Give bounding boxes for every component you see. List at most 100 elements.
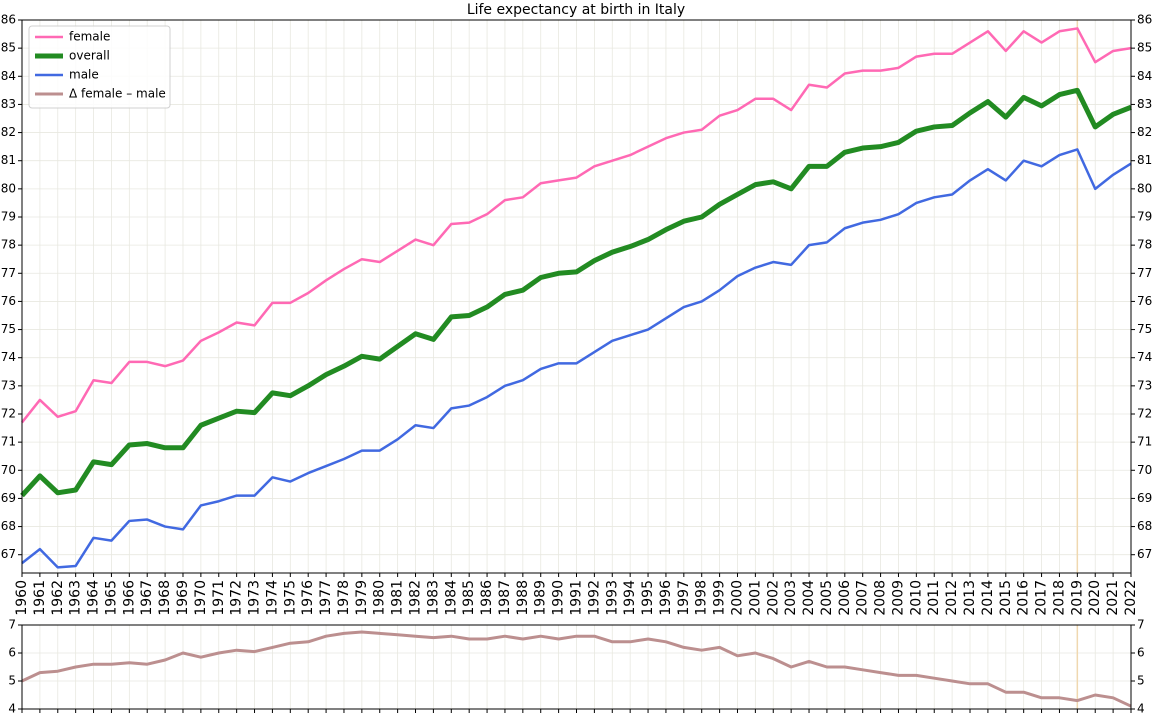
x-tick-label: 1970 bbox=[193, 580, 209, 616]
y-tick-label: 86 bbox=[1, 13, 16, 27]
x-tick-label: 1973 bbox=[247, 580, 263, 616]
x-tick-label: 1974 bbox=[264, 580, 280, 616]
x-tick-label: 2011 bbox=[926, 580, 942, 616]
y-tick-label: 70 bbox=[1, 463, 16, 477]
x-tick-label: 1979 bbox=[354, 580, 370, 616]
x-tick-label: 2014 bbox=[980, 580, 996, 616]
x-tick-label: 1984 bbox=[443, 580, 459, 616]
x-tick-label: 1998 bbox=[694, 580, 710, 616]
y-tick-label: 84 bbox=[1, 69, 16, 83]
x-tick-label: 2012 bbox=[944, 580, 960, 616]
x-tick-label: 1975 bbox=[282, 580, 298, 616]
x-tick-label: 1989 bbox=[533, 580, 549, 616]
y-tick-label-right: 5 bbox=[1137, 674, 1145, 688]
x-tick-label: 1965 bbox=[103, 580, 119, 616]
x-tick-label: 1987 bbox=[497, 580, 513, 616]
x-tick-label: 1982 bbox=[408, 580, 424, 616]
x-tick-label: 1964 bbox=[86, 580, 102, 616]
y-tick-label: 6 bbox=[8, 646, 16, 660]
series-line bbox=[21, 630, 1132, 708]
y-tick-label: 71 bbox=[1, 435, 16, 449]
y-tick-label: 69 bbox=[1, 491, 16, 505]
x-tick-label: 2021 bbox=[1105, 580, 1121, 616]
legend-label: female bbox=[69, 30, 110, 44]
x-tick-label: 1976 bbox=[300, 580, 316, 616]
x-tick-label: 1993 bbox=[604, 580, 620, 616]
y-tick-label-right: 78 bbox=[1137, 238, 1152, 252]
y-tick-label-right: 85 bbox=[1137, 41, 1152, 55]
x-tick-label: 1992 bbox=[586, 580, 602, 616]
y-tick-label-right: 80 bbox=[1137, 181, 1152, 195]
y-tick-label-right: 84 bbox=[1137, 69, 1152, 83]
chart-title: Life expectancy at birth in Italy bbox=[467, 2, 685, 18]
x-tick-label: 2000 bbox=[729, 580, 745, 616]
y-tick-label-right: 67 bbox=[1137, 547, 1152, 561]
x-tick-label: 1995 bbox=[640, 580, 656, 616]
x-tick-label: 1980 bbox=[372, 580, 388, 616]
y-tick-label: 79 bbox=[1, 209, 16, 223]
x-tick-label: 1994 bbox=[622, 580, 638, 616]
y-tick-label: 73 bbox=[1, 378, 16, 392]
x-tick-label: 2010 bbox=[908, 580, 924, 616]
y-tick-label-right: 82 bbox=[1137, 125, 1152, 139]
series-line bbox=[20, 87, 1132, 498]
x-tick-label: 2005 bbox=[819, 580, 835, 616]
legend-label: Δ female – male bbox=[69, 87, 166, 101]
y-tick-label-right: 6 bbox=[1137, 646, 1145, 660]
y-tick-label-right: 81 bbox=[1137, 153, 1152, 167]
plot-frame bbox=[21, 19, 1132, 574]
y-tick-label: 4 bbox=[8, 702, 16, 716]
x-tick-label: 1999 bbox=[712, 580, 728, 616]
x-tick-label: 2006 bbox=[837, 580, 853, 616]
x-tick-label: 2015 bbox=[998, 580, 1014, 616]
y-tick-label-right: 76 bbox=[1137, 294, 1152, 308]
y-tick-label: 72 bbox=[1, 406, 16, 420]
x-tick-label: 1977 bbox=[318, 580, 334, 616]
y-tick-label-right: 83 bbox=[1137, 97, 1152, 111]
x-tick-label: 1983 bbox=[425, 580, 441, 616]
x-tick-label: 1985 bbox=[461, 580, 477, 616]
legend-box bbox=[28, 25, 171, 109]
x-tick-label: 2008 bbox=[873, 580, 889, 616]
y-tick-label: 5 bbox=[8, 674, 16, 688]
series-line bbox=[21, 148, 1132, 569]
y-tick-label: 75 bbox=[1, 322, 16, 336]
x-tick-label: 1967 bbox=[139, 580, 155, 616]
x-tick-label: 1996 bbox=[658, 580, 674, 616]
y-tick-label: 68 bbox=[1, 519, 16, 533]
y-tick-label-right: 69 bbox=[1137, 491, 1152, 505]
x-tick-label: 1963 bbox=[68, 580, 84, 616]
x-tick-label: 1981 bbox=[390, 580, 406, 616]
y-tick-label-right: 4 bbox=[1137, 702, 1145, 716]
x-tick-label: 1971 bbox=[211, 580, 227, 616]
y-tick-label: 80 bbox=[1, 181, 16, 195]
y-tick-label: 7 bbox=[8, 618, 16, 632]
y-tick-label-right: 7 bbox=[1137, 618, 1145, 632]
x-tick-label: 1990 bbox=[551, 580, 567, 616]
legend-label: overall bbox=[69, 49, 110, 63]
x-tick-label: 1997 bbox=[676, 580, 692, 616]
x-tick-label: 1988 bbox=[515, 580, 531, 616]
x-tick-label: 1986 bbox=[479, 580, 495, 616]
y-tick-label: 81 bbox=[1, 153, 16, 167]
y-tick-label: 76 bbox=[1, 294, 16, 308]
y-tick-label: 82 bbox=[1, 125, 16, 139]
y-tick-label-right: 68 bbox=[1137, 519, 1152, 533]
x-tick-label: 1960 bbox=[14, 580, 30, 616]
x-tick-label: 1962 bbox=[50, 580, 66, 616]
x-tick-label: 1972 bbox=[229, 580, 245, 616]
x-tick-label: 2018 bbox=[1051, 580, 1067, 616]
legend-label: male bbox=[69, 68, 99, 82]
x-tick-label: 2007 bbox=[855, 580, 871, 616]
x-tick-label: 2002 bbox=[765, 580, 781, 616]
series-line bbox=[21, 27, 1132, 424]
x-tick-label: 2020 bbox=[1087, 580, 1103, 616]
x-tick-label: 2022 bbox=[1123, 580, 1139, 616]
y-tick-label: 74 bbox=[1, 350, 16, 364]
y-tick-label: 67 bbox=[1, 547, 16, 561]
x-tick-label: 2009 bbox=[890, 580, 906, 616]
y-tick-label-right: 86 bbox=[1137, 13, 1152, 27]
x-tick-label: 1968 bbox=[157, 580, 173, 616]
x-tick-label: 1978 bbox=[336, 580, 352, 616]
